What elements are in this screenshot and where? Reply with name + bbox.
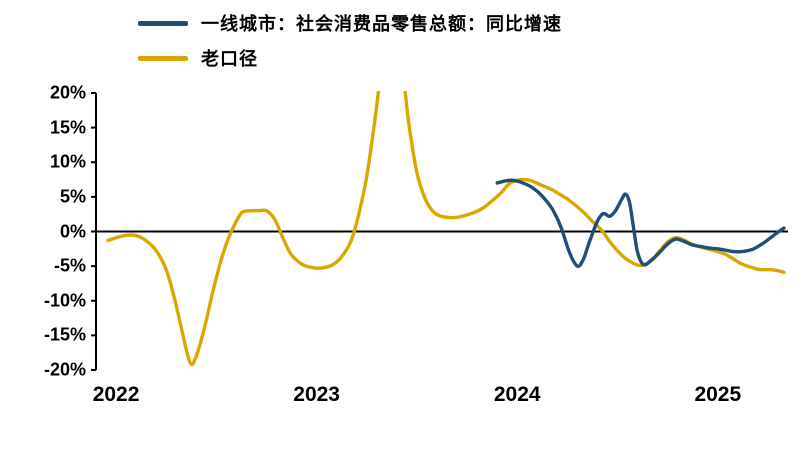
legend-item-tier1-cities: 一线城市：社会消费品零售总额：同比增速: [138, 10, 562, 36]
legend-swatch-old-caliber: [138, 55, 188, 61]
legend-item-old-caliber: 老口径: [138, 45, 562, 71]
legend-label-old-caliber: 老口径: [201, 49, 258, 69]
legend-label-tier1-cities: 一线城市：社会消费品零售总额：同比增速: [201, 14, 562, 34]
series-line-0: [495, 178, 786, 268]
series-line-1: [106, 91, 786, 367]
legend-swatch-tier1-cities: [138, 20, 188, 26]
chart-legend: 一线城市：社会消费品零售总额：同比增速 老口径: [138, 10, 562, 71]
